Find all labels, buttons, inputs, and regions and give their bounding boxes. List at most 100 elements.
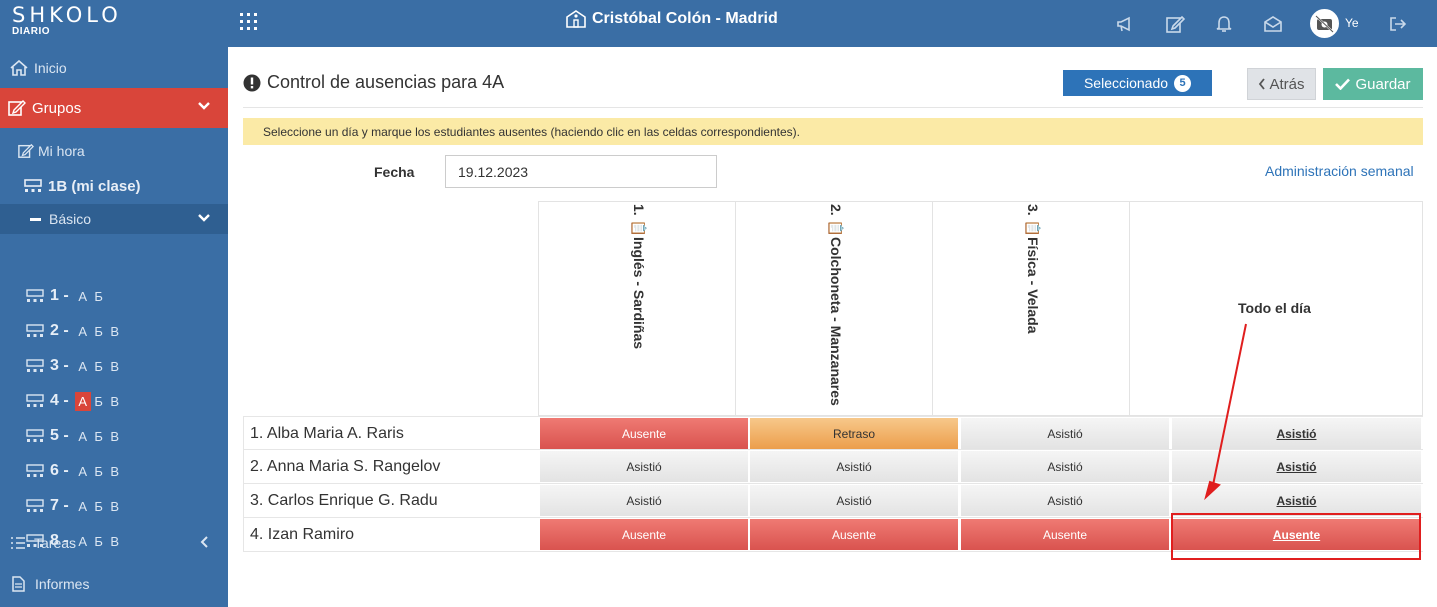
attendance-cell[interactable]: Asistió [540,485,748,516]
back-button[interactable]: Atrás [1247,68,1316,100]
brand-name: SHKOLO [12,3,122,27]
attendance-cell[interactable]: Asistió [961,451,1169,482]
classroom-icon [26,534,44,547]
grade-section-link[interactable]: А [78,288,87,304]
grade-section-link[interactable]: А [78,428,87,444]
grade-section-link[interactable]: Б [94,498,103,514]
grade-section-link[interactable]: В [110,428,119,444]
sidebar-item-label: Básico [49,211,92,227]
grade-number: 2 - [50,322,69,339]
classroom-icon [26,464,44,477]
user-name[interactable]: Ye [1345,16,1359,30]
chevron-down-icon [198,102,210,110]
attendance-cell[interactable]: Asistió [961,485,1169,516]
chevron-down-icon [198,214,210,222]
top-bar: SHKOLO DIARIO Cristóbal Colón - Madrid [0,0,1437,47]
date-label: Fecha [374,164,415,180]
grade-section-link[interactable]: Б [94,463,103,479]
logout-icon[interactable] [1388,14,1408,34]
grade-section-link[interactable]: В [110,358,119,374]
sidebar-item-label: Informes [35,576,90,592]
classroom-icon [26,289,44,302]
sidebar-item-grupos[interactable]: Grupos [0,88,228,128]
user-avatar[interactable] [1310,9,1339,38]
sidebar-item-tareas[interactable]: Tareas [0,528,228,558]
grade-section-link[interactable]: Б [94,288,103,304]
sidebar-item-mi-hora[interactable]: Mi hora [0,136,228,166]
attendance-cell[interactable]: Ausente [750,519,958,550]
chevron-left-icon [1259,78,1266,90]
attendance-cell[interactable]: Asistió [961,418,1169,449]
column-header-all-day[interactable] [1129,201,1423,416]
attendance-cell[interactable]: Asistió [540,451,748,482]
all-day-label: Todo el día [1238,300,1311,316]
megaphone-icon[interactable] [1115,14,1135,34]
chevron-left-icon [200,536,208,548]
all-day-attendance-cell[interactable]: Ausente [1172,519,1421,550]
divider [243,107,1423,108]
grade-section-link[interactable]: Б [94,358,103,374]
selected-button[interactable]: Seleccionado 5 [1063,70,1212,96]
grade-section-link[interactable]: В [110,463,119,479]
grade-section-link[interactable]: Б [94,428,103,444]
attendance-cell[interactable]: Retraso [750,418,958,449]
grade-section-link[interactable]: А [78,323,87,339]
sidebar-item-informes[interactable]: Informes [0,569,228,599]
sidebar-item-label: Tareas [34,535,77,551]
save-button[interactable]: Guardar [1323,68,1423,100]
all-day-attendance-cell[interactable]: Asistió [1172,451,1421,482]
grade-number: 5 - [50,427,69,444]
brand-subtitle: DIARIO [12,26,50,37]
sidebar-item-mi-clase[interactable]: 1B (mi clase) [0,171,228,201]
sidebar-item-inicio[interactable]: Inicio [0,53,228,83]
grade-section-link[interactable]: А [74,391,91,411]
grade-section-link[interactable]: А [78,498,87,514]
weekly-admin-link[interactable]: Administración semanal [1265,163,1414,179]
date-input[interactable] [445,155,717,188]
grade-section-link[interactable]: А [78,533,87,549]
grade-section-link[interactable]: А [78,463,87,479]
grade-section-link[interactable]: А [78,358,87,374]
all-day-attendance-cell[interactable]: Asistió [1172,485,1421,516]
attendance-cell[interactable]: Ausente [540,519,748,550]
annotation-highlight-box [1171,513,1421,560]
classroom-icon [26,324,44,337]
attendance-cell[interactable]: Asistió [750,451,958,482]
student-name: 3. Carlos Enrique G. Radu [243,484,539,517]
attendance-cell[interactable]: Asistió [750,485,958,516]
sidebar-item-basico[interactable]: Básico [0,204,228,234]
student-name: 2. Anna Maria S. Rangelov [243,450,539,483]
check-icon [1335,78,1351,90]
all-day-attendance-cell[interactable]: Asistió [1172,418,1421,449]
info-alert: Seleccione un día y marque los estudiant… [243,118,1423,145]
apps-grid-icon[interactable] [240,13,258,31]
grade-section-link[interactable]: В [110,533,119,549]
grade-section-link[interactable]: В [110,393,119,409]
grade-number: 7 - [50,497,69,514]
classroom-icon [26,394,44,407]
page-title: Control de ausencias para 4A [243,72,504,93]
bell-icon[interactable] [1214,14,1234,34]
grade-section-link[interactable]: В [110,323,119,339]
attendance-cell[interactable]: Ausente [540,418,748,449]
back-label: Atrás [1269,75,1305,93]
grade-section-link[interactable]: Б [94,393,103,409]
mail-icon[interactable] [1263,14,1283,34]
classroom-icon [26,499,44,512]
grade-number: 8 - [50,532,69,549]
edit-icon[interactable] [1165,14,1185,34]
list-icon [11,537,25,549]
attendance-cell[interactable]: Ausente [961,519,1169,550]
grade-section-link[interactable]: В [110,498,119,514]
grade-section-link[interactable]: Б [94,323,103,339]
grade-section-link[interactable]: Б [94,533,103,549]
logo[interactable]: SHKOLO DIARIO [12,4,122,37]
